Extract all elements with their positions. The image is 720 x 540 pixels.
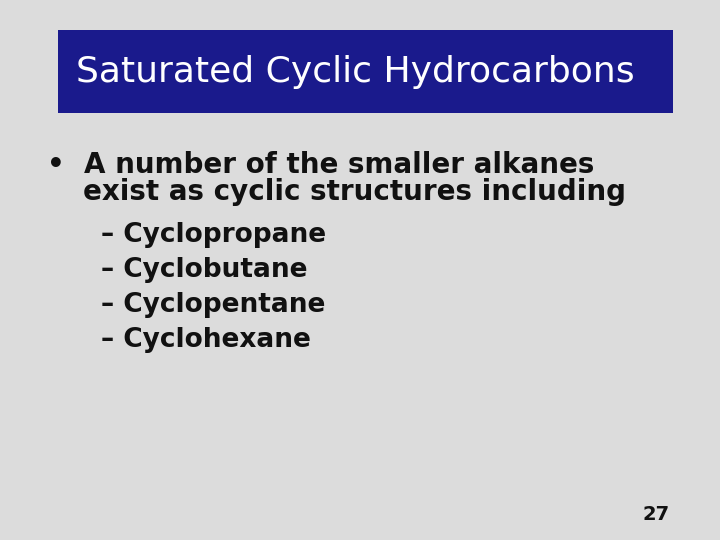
- Text: – Cyclohexane: – Cyclohexane: [101, 327, 310, 353]
- Text: – Cyclopentane: – Cyclopentane: [101, 292, 325, 318]
- FancyBboxPatch shape: [58, 30, 673, 113]
- Text: Saturated Cyclic Hydrocarbons: Saturated Cyclic Hydrocarbons: [76, 55, 634, 89]
- Text: – Cyclopropane: – Cyclopropane: [101, 222, 326, 248]
- Text: – Cyclobutane: – Cyclobutane: [101, 257, 307, 283]
- Text: •  A number of the smaller alkanes: • A number of the smaller alkanes: [47, 151, 594, 179]
- Text: exist as cyclic structures including: exist as cyclic structures including: [83, 178, 626, 206]
- Text: 27: 27: [642, 505, 670, 524]
